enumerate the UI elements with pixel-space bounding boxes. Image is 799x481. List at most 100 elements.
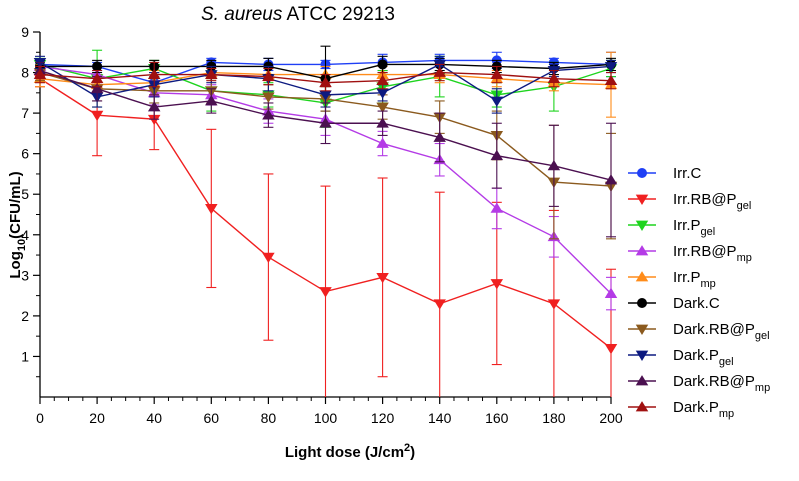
legend-label: Irr.Pgel: [673, 217, 715, 238]
data-point: [376, 102, 389, 113]
axes: 1 2 3 4 5 6 7 8 9 0 20 40 60 80 100 120 140 160 180 200: [21, 24, 623, 426]
x-axis-title: Light dose (J/cm2): [285, 442, 415, 461]
data-point: [205, 95, 218, 106]
data-point: [319, 117, 332, 128]
legend-item: Irr.RB@Pgel: [628, 191, 751, 212]
legend-marker: [635, 245, 649, 256]
data-point: [490, 279, 504, 290]
x-tick-label: 80: [261, 410, 277, 426]
legend-marker: [635, 350, 649, 361]
y-tick-label: 1: [21, 348, 29, 364]
legend-marker: [635, 220, 649, 231]
legend-marker: [637, 298, 647, 308]
data-point: [604, 287, 618, 298]
legend-label: Irr.RB@Pgel: [673, 191, 751, 212]
legend-label: Dark.Pmp: [673, 399, 734, 420]
y-tick-label: 3: [21, 267, 29, 283]
y-axis-title-post: (CFU/mL): [7, 171, 24, 239]
data-point: [490, 202, 504, 213]
x-axis-title-sup: 2: [404, 442, 410, 454]
legend-label: Dark.C: [673, 295, 720, 312]
data-point: [262, 109, 275, 120]
legend-marker: [635, 271, 649, 282]
data-point: [490, 96, 504, 107]
data-point: [92, 61, 103, 72]
data-point: [205, 68, 218, 79]
data-point: [490, 68, 504, 79]
legend-marker: [635, 401, 649, 412]
data-point: [433, 131, 446, 142]
legend-item: Irr.Pgel: [628, 217, 715, 238]
data-point: [90, 110, 104, 122]
legend-label-main: Dark.C: [673, 295, 720, 312]
y-axis-title: Log10(CFU/mL): [7, 171, 28, 278]
x-tick-label: 0: [36, 410, 44, 426]
series-dark-rb-pmp: [33, 61, 618, 238]
data-point: [147, 114, 161, 126]
x-tick-label: 100: [314, 410, 338, 426]
x-axis-title-unit: (J/cm: [365, 444, 404, 461]
legend-marker: [635, 194, 649, 205]
legend-label: Dark.RB@Pgel: [673, 321, 770, 342]
series-dark-pmp: [33, 61, 618, 92]
legend-label-main: Dark.P: [673, 399, 719, 416]
data-point: [604, 343, 618, 355]
data-point: [90, 82, 104, 94]
x-tick-label: 200: [599, 410, 623, 426]
x-tick-label: 20: [89, 410, 105, 426]
legend-marker: [637, 168, 647, 178]
data-point: [376, 137, 389, 148]
data-point: [319, 287, 332, 298]
data-point: [262, 92, 275, 103]
legend-item: Irr.Pmp: [628, 269, 716, 290]
data-point: [376, 88, 389, 99]
data-point: [547, 159, 561, 171]
legend-label-sub: gel: [701, 226, 716, 238]
data-point: [376, 74, 389, 86]
legend: Irr.CIrr.RB@PgelIrr.PgelIrr.RB@PmpIrr.Pm…: [628, 165, 770, 420]
legend-label: Dark.RB@Pmp: [673, 373, 770, 394]
legend-label-main: Irr.P: [673, 217, 701, 234]
legend-label-sub: gel: [755, 330, 770, 342]
legend-label-main: Irr.RB@P: [673, 243, 737, 260]
legend-label-sub: mp: [701, 278, 716, 290]
legend-item: Dark.C: [628, 295, 720, 312]
x-tick-label: 60: [204, 410, 220, 426]
chart-title: S. aureus ATCC 29213: [201, 4, 395, 25]
y-tick-label: 7: [21, 105, 29, 121]
data-point: [90, 72, 104, 84]
data-point: [262, 70, 275, 81]
data-point: [377, 59, 388, 70]
x-axis-title-main: Light dose: [285, 444, 365, 461]
y-tick-label: 9: [21, 24, 29, 40]
y-tick-label: 8: [21, 65, 29, 81]
legend-label-main: Dark.RB@P: [673, 321, 755, 338]
y-axis-title-pre: Log: [7, 251, 24, 279]
legend-label-main: Irr.C: [673, 165, 701, 182]
legend-item: Irr.RB@Pmp: [628, 243, 752, 264]
data-point: [147, 101, 161, 112]
data-point: [319, 76, 332, 88]
data-point: [319, 90, 332, 101]
data-point: [376, 272, 389, 284]
data-point: [547, 299, 561, 310]
series-irr-rb-pgel: [33, 69, 618, 397]
y-tick-label: 4: [21, 227, 29, 243]
data-point: [262, 252, 275, 264]
y-axis-title-sub: 10: [16, 239, 28, 251]
legend-label-main: Irr.P: [673, 269, 701, 286]
x-tick-label: 40: [146, 410, 162, 426]
chart-title-rest: ATCC 29213: [282, 4, 395, 25]
data-point: [433, 66, 446, 77]
data-point: [376, 117, 389, 128]
legend-label: Irr.RB@Pmp: [673, 243, 752, 264]
legend-label-main: Dark.P: [673, 347, 719, 364]
data-point: [604, 62, 618, 73]
data-point: [33, 68, 47, 79]
legend-label: Irr.C: [673, 165, 701, 182]
legend-item: Dark.RB@Pgel: [628, 321, 770, 342]
legend-item: Irr.C: [628, 165, 701, 182]
legend-item: Dark.RB@Pmp: [628, 373, 770, 394]
chart-title-italic: S. aureus: [201, 4, 283, 25]
x-tick-label: 120: [371, 410, 395, 426]
